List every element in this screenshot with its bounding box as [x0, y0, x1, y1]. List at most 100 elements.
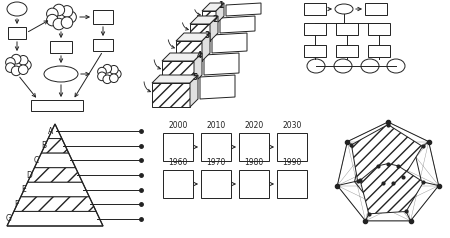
Circle shape — [103, 75, 112, 84]
Bar — [201, 133, 231, 161]
Polygon shape — [176, 33, 210, 41]
Text: D: D — [27, 170, 32, 179]
Ellipse shape — [4, 55, 32, 75]
Polygon shape — [212, 33, 247, 53]
Circle shape — [53, 18, 65, 30]
Bar — [201, 170, 231, 198]
Text: 1960: 1960 — [168, 158, 188, 167]
Circle shape — [65, 11, 76, 23]
Text: 2000: 2000 — [168, 121, 188, 130]
Text: 1990: 1990 — [282, 158, 302, 167]
Polygon shape — [48, 124, 62, 139]
Text: 3: 3 — [204, 31, 210, 40]
Polygon shape — [194, 53, 202, 83]
Bar — [239, 133, 269, 161]
Polygon shape — [360, 164, 423, 214]
Polygon shape — [204, 53, 239, 75]
Bar — [336, 23, 358, 35]
Ellipse shape — [361, 59, 379, 73]
Text: 2010: 2010 — [207, 121, 225, 130]
Circle shape — [98, 67, 106, 76]
Text: 1980: 1980 — [244, 158, 264, 167]
Bar — [304, 3, 326, 15]
Polygon shape — [162, 61, 194, 83]
Circle shape — [112, 70, 121, 78]
Text: F: F — [14, 200, 19, 209]
Bar — [277, 133, 307, 161]
Text: 2030: 2030 — [282, 121, 302, 130]
Bar — [31, 100, 83, 111]
Text: 4: 4 — [196, 51, 202, 60]
Bar — [8, 27, 26, 39]
Text: E: E — [21, 185, 26, 194]
Polygon shape — [7, 211, 103, 226]
Polygon shape — [200, 75, 235, 99]
Polygon shape — [21, 182, 89, 197]
Polygon shape — [351, 125, 423, 183]
Circle shape — [47, 8, 58, 20]
Circle shape — [11, 54, 21, 64]
Bar — [304, 23, 326, 35]
Polygon shape — [202, 33, 210, 61]
Circle shape — [47, 14, 58, 26]
Polygon shape — [202, 3, 224, 11]
Polygon shape — [226, 3, 261, 16]
Circle shape — [109, 74, 118, 83]
Text: B: B — [41, 141, 46, 150]
Polygon shape — [152, 83, 190, 107]
Polygon shape — [27, 168, 82, 182]
Text: G: G — [6, 214, 12, 223]
Ellipse shape — [45, 5, 77, 29]
Ellipse shape — [44, 66, 78, 82]
Bar — [93, 39, 113, 51]
Text: 5: 5 — [193, 74, 198, 83]
Text: A: A — [48, 127, 53, 136]
Polygon shape — [176, 41, 202, 61]
Polygon shape — [190, 24, 210, 41]
Circle shape — [61, 17, 73, 28]
Polygon shape — [162, 53, 202, 61]
Polygon shape — [216, 3, 224, 24]
Circle shape — [98, 72, 106, 81]
Bar — [93, 10, 113, 24]
Polygon shape — [220, 16, 255, 33]
Ellipse shape — [96, 65, 122, 83]
Circle shape — [18, 65, 28, 74]
Ellipse shape — [387, 59, 405, 73]
Circle shape — [103, 64, 112, 73]
Polygon shape — [210, 16, 218, 41]
Circle shape — [11, 66, 21, 76]
Polygon shape — [35, 153, 76, 168]
Text: 2020: 2020 — [244, 121, 264, 130]
Bar — [50, 41, 72, 53]
Polygon shape — [14, 197, 96, 211]
Ellipse shape — [334, 59, 352, 73]
Text: 2: 2 — [212, 15, 218, 24]
Polygon shape — [152, 75, 198, 83]
Polygon shape — [190, 75, 198, 107]
Text: 1: 1 — [218, 1, 224, 10]
Circle shape — [53, 4, 65, 16]
Bar — [239, 170, 269, 198]
Circle shape — [109, 65, 118, 74]
Circle shape — [6, 58, 15, 67]
Polygon shape — [202, 11, 216, 24]
Circle shape — [22, 60, 31, 70]
Circle shape — [61, 6, 73, 17]
Bar — [336, 45, 358, 57]
Bar — [163, 170, 193, 198]
Bar — [365, 3, 387, 15]
Circle shape — [6, 63, 15, 72]
Polygon shape — [190, 16, 218, 24]
Bar — [368, 45, 390, 57]
Text: 1970: 1970 — [206, 158, 226, 167]
Bar — [163, 133, 193, 161]
Ellipse shape — [7, 2, 27, 16]
Bar — [368, 23, 390, 35]
Polygon shape — [41, 139, 69, 153]
Ellipse shape — [307, 59, 325, 73]
Bar — [277, 170, 307, 198]
Ellipse shape — [335, 4, 353, 14]
Bar — [304, 45, 326, 57]
Circle shape — [18, 55, 28, 65]
